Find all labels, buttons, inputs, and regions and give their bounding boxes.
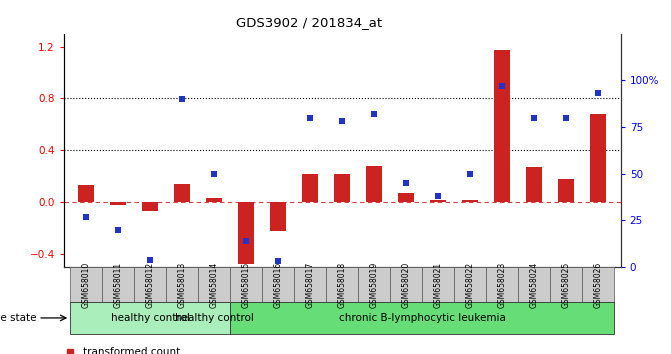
Text: GSM658024: GSM658024 xyxy=(530,262,539,308)
Text: GSM658022: GSM658022 xyxy=(466,262,475,308)
Bar xyxy=(334,174,350,202)
Bar xyxy=(110,202,126,205)
Bar xyxy=(262,267,294,302)
Bar xyxy=(102,267,134,302)
Bar xyxy=(391,267,422,302)
Bar xyxy=(134,267,166,302)
Text: GSM658011: GSM658011 xyxy=(113,262,123,308)
Bar xyxy=(70,267,102,302)
Text: GSM658020: GSM658020 xyxy=(402,262,411,308)
Bar xyxy=(398,193,414,202)
Text: GSM658010: GSM658010 xyxy=(82,262,91,308)
Text: healthy control: healthy control xyxy=(111,313,190,323)
Text: GSM658014: GSM658014 xyxy=(209,262,219,308)
Text: chronic B-lymphocytic leukemia: chronic B-lymphocytic leukemia xyxy=(339,313,506,323)
Text: GSM658013: GSM658013 xyxy=(178,262,187,308)
Text: GSM658017: GSM658017 xyxy=(306,262,315,308)
Bar xyxy=(486,267,518,302)
Bar xyxy=(174,184,190,202)
Text: GSM658018: GSM658018 xyxy=(338,262,347,308)
Text: disease state: disease state xyxy=(0,313,36,323)
Bar xyxy=(206,198,222,202)
Bar xyxy=(142,202,158,211)
Bar xyxy=(462,200,478,202)
Text: GSM658025: GSM658025 xyxy=(562,262,571,308)
Bar xyxy=(430,200,446,202)
Bar xyxy=(78,185,94,202)
Text: transformed count: transformed count xyxy=(83,347,180,354)
Text: GSM658021: GSM658021 xyxy=(433,262,443,308)
Bar xyxy=(270,202,287,231)
Text: GSM658023: GSM658023 xyxy=(498,262,507,308)
Text: GSM658016: GSM658016 xyxy=(274,262,282,308)
Bar xyxy=(230,267,262,302)
Bar xyxy=(526,167,542,202)
Bar xyxy=(358,267,391,302)
Text: GSM658012: GSM658012 xyxy=(146,262,154,308)
Text: GDS3902 / 201834_at: GDS3902 / 201834_at xyxy=(236,16,382,29)
Text: GSM658026: GSM658026 xyxy=(594,262,603,308)
Bar xyxy=(518,267,550,302)
Bar xyxy=(166,267,198,302)
Bar xyxy=(422,267,454,302)
Bar xyxy=(582,267,614,302)
Bar xyxy=(230,302,614,334)
Bar xyxy=(302,174,318,202)
Bar xyxy=(366,166,382,202)
Text: GSM658015: GSM658015 xyxy=(242,262,251,308)
Bar xyxy=(326,267,358,302)
Text: healthy control: healthy control xyxy=(174,313,254,323)
Bar xyxy=(454,267,486,302)
Bar xyxy=(495,51,510,202)
Bar xyxy=(198,267,230,302)
Bar xyxy=(590,114,607,202)
Text: GSM658019: GSM658019 xyxy=(370,262,378,308)
Bar xyxy=(558,179,574,202)
Bar xyxy=(550,267,582,302)
Bar xyxy=(294,267,326,302)
Bar xyxy=(70,302,230,334)
Bar xyxy=(238,202,254,264)
